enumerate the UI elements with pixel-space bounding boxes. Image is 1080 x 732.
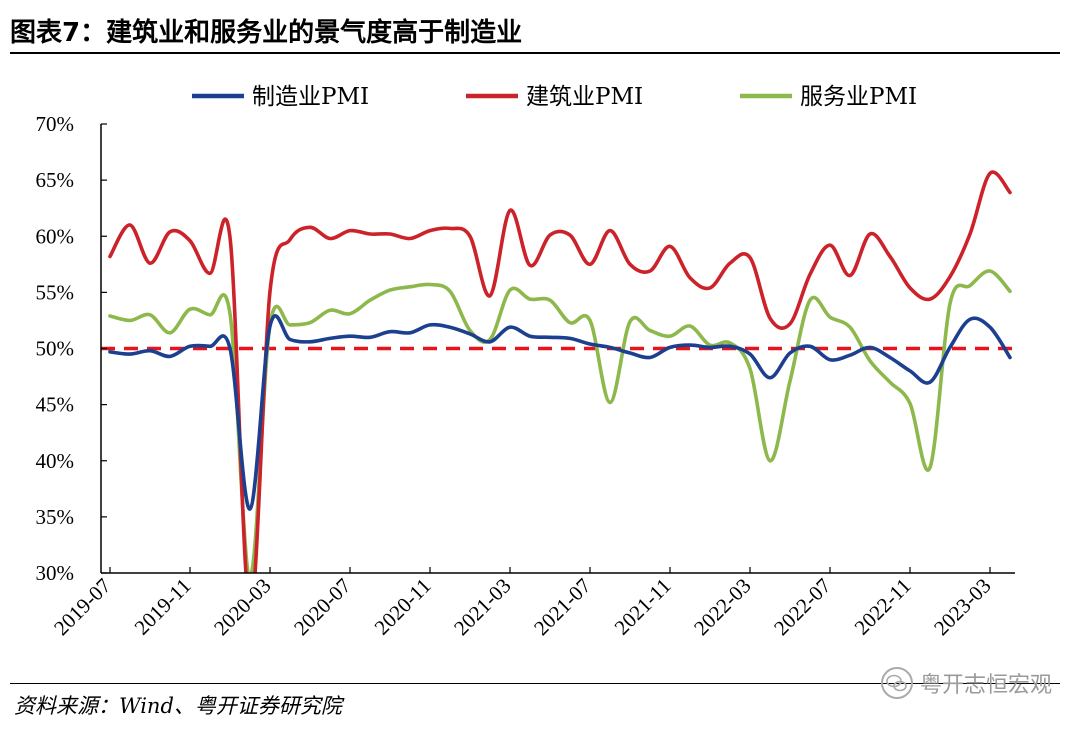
x-tick-label: 2020-07 xyxy=(289,574,355,640)
y-tick-label: 40% xyxy=(36,449,75,473)
x-tick-label: 2022-11 xyxy=(850,574,916,640)
source-note: 资料来源：Wind、粤开证券研究院 xyxy=(14,694,342,718)
y-tick-label: 45% xyxy=(36,393,75,417)
x-tick-label: 2023-03 xyxy=(929,574,995,640)
x-tick-label: 2020-03 xyxy=(209,574,275,640)
title-divider xyxy=(10,52,1060,54)
footer-divider xyxy=(10,683,1060,684)
x-tick-label: 2021-11 xyxy=(610,574,676,640)
y-tick-label: 60% xyxy=(36,224,75,248)
y-tick-label: 50% xyxy=(36,337,75,361)
watermark: 粤开志恒宏观 xyxy=(880,666,1052,700)
series-line-construction-pmi xyxy=(108,170,1012,573)
y-tick-label: 30% xyxy=(36,561,75,585)
x-tick-label: 2020-11 xyxy=(370,574,436,640)
series-layer xyxy=(108,170,1012,573)
legend-item-manufacturing-label: 制造业PMI xyxy=(252,84,369,110)
chart-title: 图表7：建筑业和服务业的景气度高于制造业 xyxy=(10,18,523,48)
x-tick-label: 2021-03 xyxy=(449,574,515,640)
x-tick-label: 2019-11 xyxy=(130,574,196,640)
y-tick-label: 70% xyxy=(36,112,75,136)
y-tick-label: 65% xyxy=(36,168,75,192)
series-line-manufacturing-pmi xyxy=(108,314,1012,511)
x-tick-label: 2022-07 xyxy=(769,574,835,640)
legend-item-services-label: 服务业PMI xyxy=(800,84,917,110)
legend: 制造业PMI 建筑业PMI 服务业PMI xyxy=(192,84,917,110)
x-tick-label: 2022-03 xyxy=(689,574,755,640)
title-bar: 图表7：建筑业和服务业的景气度高于制造业 xyxy=(10,14,1060,52)
wechat-icon xyxy=(880,667,913,699)
y-tick-label: 35% xyxy=(36,505,75,529)
legend-item-construction-label: 建筑业PMI xyxy=(526,84,643,110)
watermark-text: 粤开志恒宏观 xyxy=(919,673,1052,698)
x-tick-label: 2021-07 xyxy=(529,574,595,640)
axes-layer: 30%35%40%45%50%55%60%65%70%2019-07 2019-1… xyxy=(36,112,1015,640)
y-tick-label: 55% xyxy=(36,280,75,304)
